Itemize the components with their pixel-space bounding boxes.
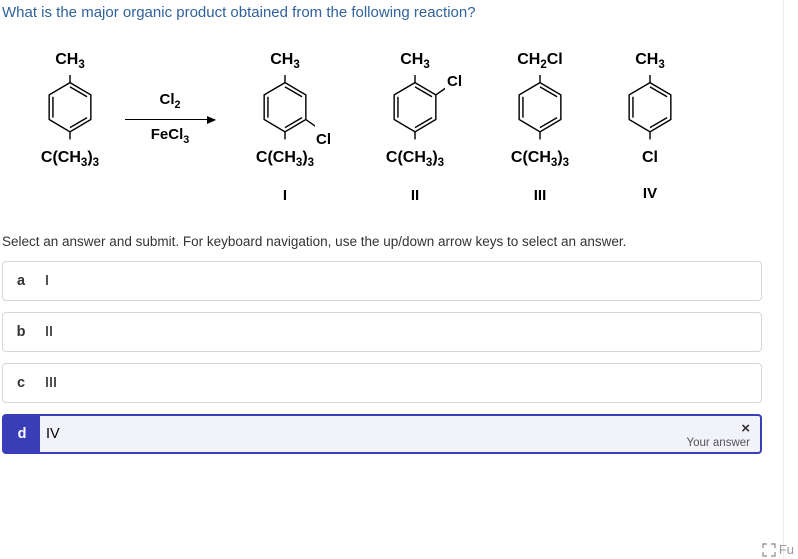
- option-c[interactable]: c III: [2, 363, 762, 403]
- divider: [783, 0, 784, 559]
- product-1: CH3 Cl C(CH3)3 I: [220, 51, 350, 204]
- catalyst-label: FeCl3: [151, 126, 190, 146]
- top-label: CH3: [635, 51, 665, 71]
- option-letter: d: [4, 416, 40, 452]
- option-letter: c: [3, 375, 39, 391]
- bottom-label: C(CH3)3: [256, 149, 314, 169]
- product-roman: III: [534, 187, 547, 204]
- option-letter: b: [3, 324, 39, 340]
- fullscreen-hint[interactable]: Fu: [762, 542, 794, 557]
- arrow-line: [125, 119, 215, 120]
- top-label: CH2Cl: [517, 51, 563, 71]
- question-text: What is the major organic product obtain…: [0, 0, 798, 21]
- option-text: IV: [40, 426, 60, 442]
- option-letter: a: [3, 273, 39, 289]
- benzene-ring: [385, 75, 445, 147]
- bottom-label: Cl: [642, 149, 658, 167]
- bottom-label: C(CH3)3: [386, 149, 444, 169]
- product-2: CH3 Cl C(CH3)3 II: [350, 51, 480, 204]
- feedback-badge: × Your answer: [686, 420, 750, 449]
- option-d[interactable]: d IV × Your answer: [2, 414, 762, 454]
- feedback-text: Your answer: [686, 437, 750, 449]
- top-label: CH3: [55, 51, 85, 71]
- question-page: What is the major organic product obtain…: [0, 0, 798, 454]
- benzene-ring: [620, 75, 680, 147]
- instructions-text: Select an answer and submit. For keyboar…: [0, 214, 798, 261]
- fullscreen-icon: [762, 543, 776, 557]
- reagent-label: Cl2: [159, 91, 180, 111]
- benzene-ring: [255, 75, 315, 147]
- top-label: CH3: [270, 51, 300, 71]
- bottom-label: C(CH3)3: [511, 149, 569, 169]
- top-label: CH3: [400, 51, 430, 71]
- option-a[interactable]: a I: [2, 261, 762, 301]
- option-text: II: [39, 324, 53, 340]
- product-3: CH2Cl C(CH3)3 III: [480, 51, 600, 204]
- benzene-ring: [510, 75, 570, 147]
- reactant-molecule: CH3 C(CH3)3: [20, 51, 120, 169]
- reaction-row: CH3 C(CH3)3 Cl2 FeCl3 CH3: [0, 21, 798, 214]
- answer-options: a I b II c III d IV × Your answer: [0, 261, 798, 454]
- benzene-ring: [40, 75, 100, 147]
- substituent-label: Cl: [316, 131, 331, 148]
- option-b[interactable]: b II: [2, 312, 762, 352]
- product-roman: II: [411, 187, 419, 204]
- bottom-label: C(CH3)3: [41, 149, 99, 169]
- incorrect-x-icon: ×: [686, 420, 750, 437]
- option-text: III: [39, 375, 57, 391]
- product-roman: I: [283, 187, 287, 204]
- fullscreen-text: Fu: [779, 542, 794, 557]
- product-4: CH3 Cl IV: [600, 51, 700, 202]
- reaction-arrow: Cl2 FeCl3: [120, 51, 220, 146]
- option-text: I: [39, 273, 49, 289]
- product-roman: IV: [643, 185, 657, 202]
- substituent-label: Cl: [447, 73, 462, 90]
